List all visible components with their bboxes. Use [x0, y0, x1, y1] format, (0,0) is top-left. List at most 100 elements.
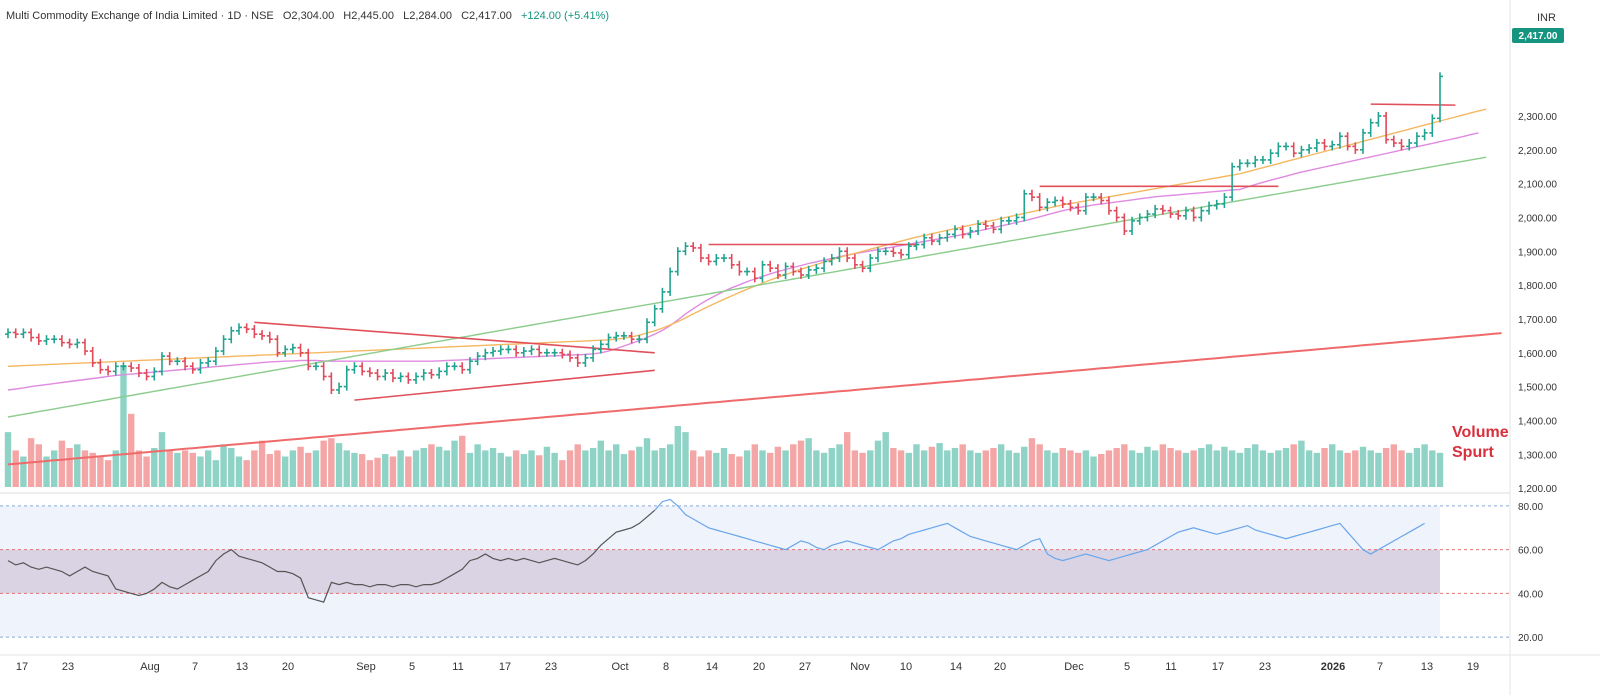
volume-bar [166, 450, 173, 487]
volume-bar [443, 450, 451, 487]
volume-bar [104, 460, 112, 487]
volume-bar [1205, 444, 1213, 487]
volume-bar [320, 440, 327, 487]
volume-bar [343, 450, 350, 487]
volume-bar [451, 440, 458, 487]
volume-bar [1359, 446, 1367, 487]
volume-bar [135, 450, 143, 487]
volume-bar [1013, 452, 1020, 487]
volume-bar [1167, 447, 1174, 487]
volume-bar [389, 456, 397, 487]
volume-bar [1305, 450, 1313, 487]
volume-bar [1105, 450, 1113, 487]
last-price-bg [1512, 28, 1564, 43]
volume-bar [859, 452, 866, 487]
price-tick-label: 1,600.00 [1518, 349, 1557, 360]
volume-bar [143, 456, 150, 487]
volume-bar [297, 446, 304, 487]
time-tick-label: 7 [192, 661, 198, 673]
last-price-label: 2,417.00 [1512, 28, 1564, 43]
volume-bar [435, 446, 443, 487]
volume-bar [412, 450, 420, 487]
volume-bar [997, 444, 1005, 487]
volume-bar [1144, 446, 1151, 487]
price-tick-label: 2,000.00 [1518, 213, 1557, 224]
volume-bar [74, 444, 81, 487]
volume-bar [1090, 456, 1097, 487]
volume-bar [666, 444, 674, 487]
volume-bar [1267, 452, 1274, 487]
volume-bar [1390, 444, 1398, 487]
time-tick-label: 23 [62, 661, 74, 673]
annotation-line1: Volume [1452, 424, 1509, 441]
volume-bar [990, 447, 997, 487]
volume-bar [944, 450, 951, 487]
volume-bar [628, 450, 635, 487]
time-tick-label: Aug [140, 661, 160, 673]
volume-bar [736, 456, 743, 487]
volume-bar [890, 447, 897, 487]
volume-bar [867, 450, 874, 487]
price-tick-label: 1,700.00 [1518, 315, 1557, 326]
volume-bar [158, 432, 166, 487]
volume-bar [1436, 452, 1444, 487]
volume-bar [959, 444, 966, 487]
volume-bar [351, 452, 358, 487]
volume-bar [905, 452, 912, 487]
volume-bar [836, 444, 843, 487]
trendlines [254, 103, 1456, 401]
volume-bar [1028, 438, 1036, 487]
rsi-line [7, 498, 1425, 603]
volume-bar [1221, 446, 1228, 487]
volume-bar [1252, 444, 1259, 487]
volume-bar [335, 443, 343, 487]
volume-bar [1344, 452, 1351, 487]
volume-bar [1128, 450, 1136, 487]
time-tick-label: 13 [236, 661, 248, 673]
volume-bar [1151, 450, 1159, 487]
volume-bar [189, 452, 196, 487]
volume-bar [936, 443, 943, 487]
rsi-pane: 80.00 60.00 40.00 20.00 [0, 492, 1543, 644]
moving-average-line [7, 156, 1487, 418]
time-tick-label: 5 [1124, 661, 1130, 673]
volume-bar [197, 456, 204, 487]
volume-bar [913, 444, 920, 487]
time-tick-label: 27 [799, 661, 811, 673]
volume-bar [235, 456, 243, 487]
time-tick-label: 19 [1467, 661, 1479, 673]
volume-bar [4, 432, 12, 487]
volume-bar [1159, 444, 1167, 487]
volume-bar [1413, 447, 1421, 487]
volume-bar [382, 454, 389, 487]
volume-bar [274, 450, 281, 487]
volume-bar [420, 447, 427, 487]
rsi-tick-label: 60.00 [1518, 546, 1543, 557]
volume-bar [1074, 452, 1082, 487]
volume-bar [1290, 444, 1297, 487]
volume-bar [982, 450, 989, 487]
rsi-tick-label: 40.00 [1518, 589, 1543, 600]
time-tick-label: Sep [356, 661, 376, 673]
moving-average-line [7, 332, 1502, 466]
volume-bar [782, 450, 789, 487]
volume-bar [374, 457, 381, 487]
volume-bar [559, 460, 566, 487]
volume-bar [1382, 447, 1390, 487]
volume-bar [636, 446, 643, 487]
volume-bar [882, 432, 889, 487]
price-axis: 1,200.00 1,300.00 1,400.00 1,500.00 1,600.00… [1518, 112, 1557, 495]
price-tick-label: 1,400.00 [1518, 416, 1557, 427]
volume-bar [536, 455, 543, 487]
volume-bar [366, 460, 374, 487]
time-tick-label: 7 [1377, 661, 1383, 673]
volume-bar [43, 456, 50, 487]
volume-bar [1406, 452, 1413, 487]
volume-bar [751, 444, 758, 487]
volume-bar [1298, 440, 1305, 487]
volume-bar [743, 450, 751, 487]
volume-bar [597, 440, 605, 487]
volume-bar [705, 450, 712, 487]
time-tick-label: 11 [1165, 661, 1176, 673]
